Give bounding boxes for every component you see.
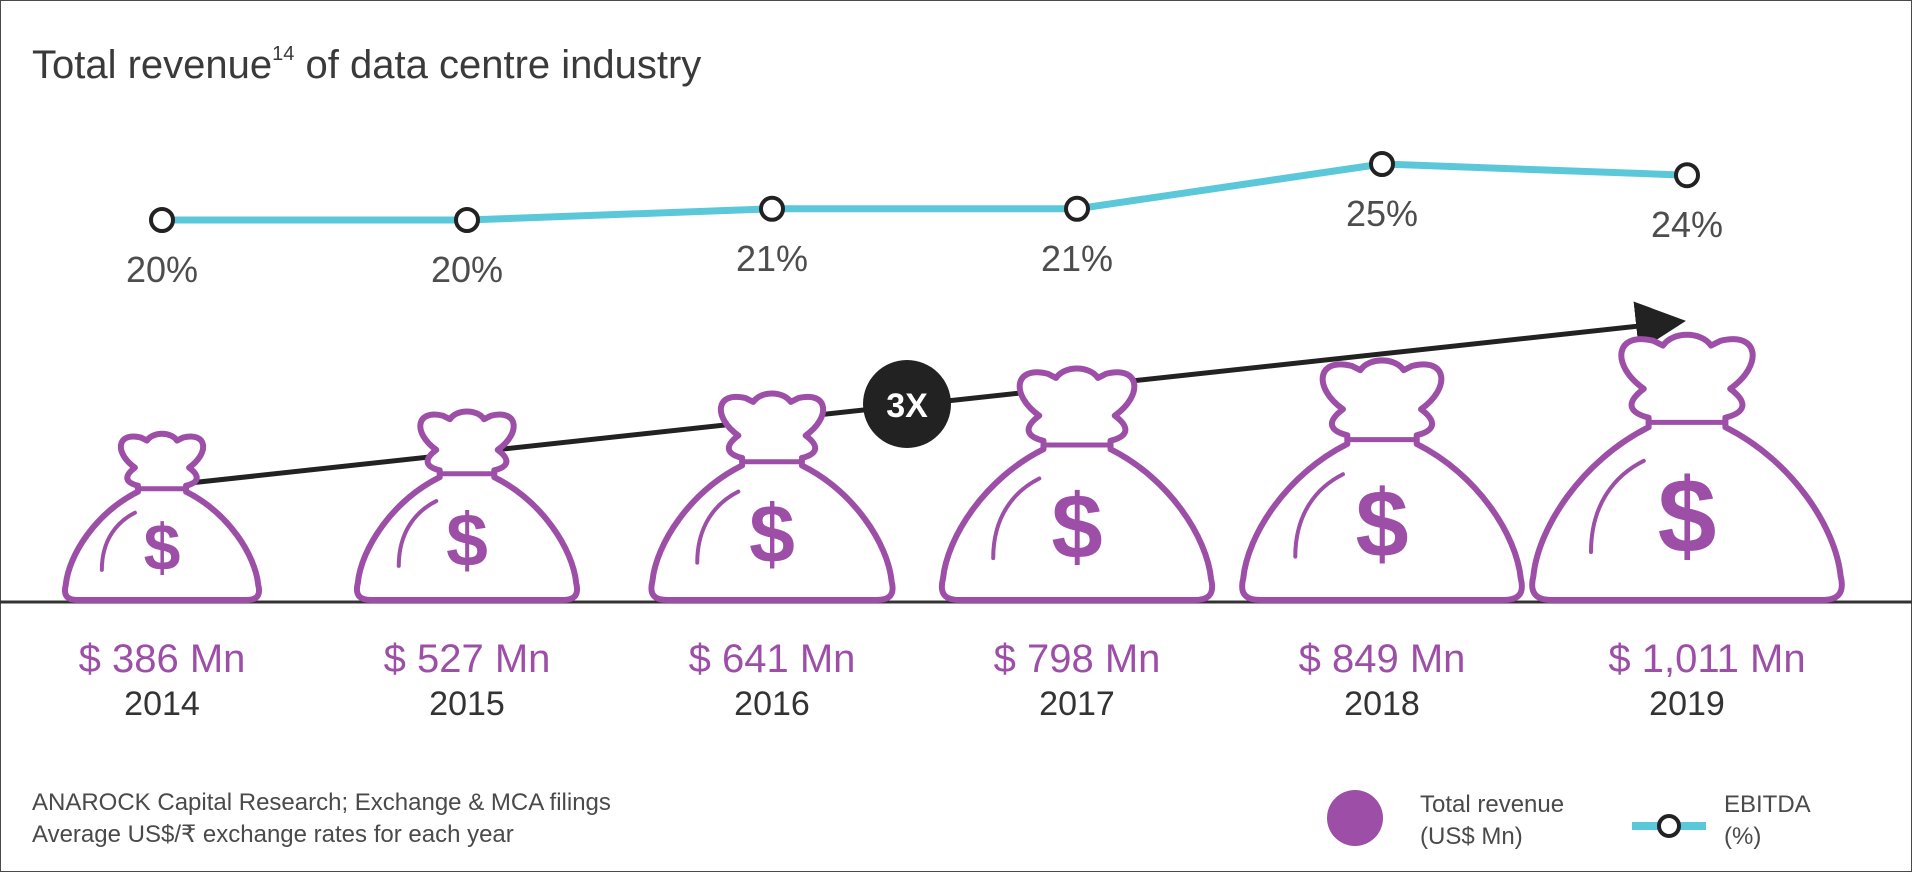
category-labels: $ 386 Mn 2014 $ 527 Mn 2015 $ 641 Mn 2016 $ 79…	[79, 637, 1806, 723]
ebitda-point-2017	[1064, 195, 1090, 222]
ebitda-line	[162, 160, 1688, 224]
ebitda-point-2019	[1674, 162, 1700, 189]
revenue-label-2014: $ 386 Mn	[79, 637, 246, 681]
revenue-bag-2018: $	[1239, 357, 1525, 604]
ebitda-label-2017: 21%	[1041, 238, 1113, 279]
legend-ebitda-label-1: EBITDA	[1724, 791, 1811, 818]
svg-text:$: $	[1355, 472, 1408, 578]
growth-badge	[863, 360, 951, 448]
svg-text:$: $	[446, 498, 488, 582]
legend: Total revenue (US$ Mn) EBITDA (%)	[1327, 790, 1811, 850]
year-label-2017: 2017	[1039, 685, 1115, 723]
ebitda-point-2015	[454, 207, 480, 233]
legend-revenue-swatch	[1327, 790, 1383, 846]
revenue-bag-2016: $	[648, 390, 896, 603]
revenue-bag-2014: $	[62, 430, 262, 604]
year-label-2018: 2018	[1344, 685, 1420, 723]
legend-revenue-label-2: (US$ Mn)	[1420, 823, 1523, 850]
ebitda-series: 20% 20% 21% 21% 25% 24%	[126, 151, 1723, 290]
year-label-2019: 2019	[1649, 685, 1725, 723]
ebitda-label-2016: 21%	[736, 238, 808, 279]
ebitda-point-2018	[1369, 151, 1395, 177]
legend-ebitda-marker	[1657, 814, 1681, 838]
revenue-bag-2017: $	[938, 365, 1216, 603]
svg-text:$: $	[1658, 457, 1717, 575]
source-line-1: ANAROCK Capital Research; Exchange & MCA…	[32, 789, 611, 816]
ebitda-point-2016	[759, 195, 785, 222]
revenue-series: $ $ $ $ $ $	[62, 331, 1845, 604]
revenue-bag-2019: $	[1529, 331, 1845, 604]
revenue-label-2018: $ 849 Mn	[1299, 637, 1466, 681]
ebitda-label-2014: 20%	[126, 249, 198, 290]
revenue-label-2016: $ 641 Mn	[689, 637, 856, 681]
source-line-2: Average US$/₹ exchange rates for each ye…	[32, 821, 514, 848]
revenue-label-2019: $ 1,011 Mn	[1608, 637, 1805, 681]
revenue-label-2017: $ 798 Mn	[994, 637, 1161, 681]
svg-text:$: $	[144, 511, 181, 585]
year-label-2016: 2016	[734, 685, 810, 723]
svg-text:$: $	[1051, 475, 1102, 578]
svg-text:$: $	[749, 490, 795, 581]
ebitda-label-2018: 25%	[1346, 193, 1418, 234]
year-label-2015: 2015	[429, 685, 505, 723]
ebitda-label-2015: 20%	[431, 249, 503, 290]
year-label-2014: 2014	[124, 685, 200, 723]
growth-badge-label: 3X	[886, 387, 928, 425]
legend-revenue-label-1: Total revenue	[1420, 791, 1564, 818]
revenue-bag-2015: $	[354, 408, 580, 604]
ebitda-point-2014	[149, 207, 175, 233]
ebitda-label-2019: 24%	[1651, 204, 1723, 245]
chart-title: Total revenue14 of data centre industry	[32, 43, 701, 87]
legend-ebitda-label-2: (%)	[1724, 823, 1761, 850]
revenue-label-2015: $ 527 Mn	[384, 637, 551, 681]
